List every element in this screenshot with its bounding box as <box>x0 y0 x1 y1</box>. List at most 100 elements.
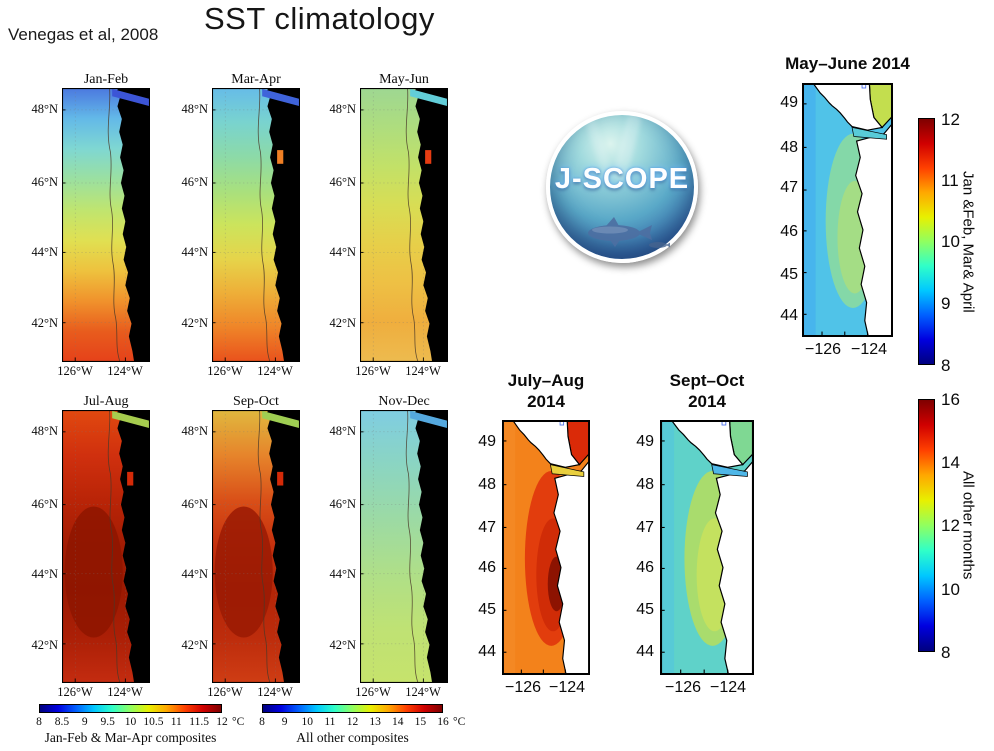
colorbar-unit: °C <box>232 716 245 728</box>
colorbar-gradient <box>39 704 222 713</box>
panel-jan-feb: Jan-Feb 48°N 46°N 44°N 42°N 126°W 124°W <box>20 72 152 378</box>
colorbar-tick: 9 <box>81 716 88 728</box>
forecast-title-line: 2014 <box>688 392 726 411</box>
lat-label: 45 <box>636 601 654 618</box>
forecast-title-line: 2014 <box>527 392 565 411</box>
lon-label: 124°W <box>405 364 441 378</box>
lat-label: 48 <box>478 476 496 493</box>
colorbar-tick: 12 <box>941 516 960 535</box>
panel-title: Sep-Oct <box>233 394 279 409</box>
lat-label: 46°N <box>31 175 58 189</box>
lat-label: 48°N <box>329 102 356 116</box>
lat-label: 46°N <box>181 497 208 511</box>
forecast-panel-may-june: May–June 2014 49 48 47 46 45 44 −126 −12… <box>760 53 940 363</box>
lat-label: 42°N <box>329 316 356 330</box>
colorbar-may-june-2014: 12 11 10 9 8 <box>918 110 988 375</box>
lon-label: 124°W <box>107 364 143 378</box>
lat-label: 48°N <box>181 424 208 438</box>
colorbar-tick: 10 <box>301 716 314 728</box>
fish-icon <box>588 217 670 248</box>
jscope-logo: J-SCOPE <box>546 111 698 263</box>
colorbar-gradient <box>918 118 935 365</box>
colorbar-tick: 16 <box>437 716 449 728</box>
forecast-title: May–June 2014 <box>785 54 910 73</box>
colorbar-all-other-months: 16 14 12 10 8 <box>918 390 988 662</box>
sst-map-nov-dec <box>360 409 449 684</box>
lat-label: 45 <box>780 266 798 283</box>
colorbar-tick: 12 <box>216 716 228 728</box>
lat-label: 46°N <box>329 175 356 189</box>
colorbar-axis-label: Jan &Feb, Mar& April <box>959 170 977 313</box>
lat-label: 46 <box>636 559 654 576</box>
colorbar-tick: 8 <box>36 716 42 728</box>
colorbar-tick: 8 <box>941 643 951 662</box>
lat-label: 46°N <box>181 175 208 189</box>
forecast-title-line: July–Aug <box>507 371 585 390</box>
colorbar-tick: 12 <box>941 110 960 129</box>
sst-map-sep-oct <box>212 409 301 684</box>
lat-label: 44°N <box>329 567 356 581</box>
colorbar-unit: °C <box>453 716 466 728</box>
lat-label: 46 <box>780 223 798 240</box>
panel-title: Jan-Feb <box>83 72 129 87</box>
forecast-map-may-june <box>801 82 894 338</box>
panel-may-jun: May-Jun 48°N 46°N 44°N 42°N 126°W 124°W <box>318 72 450 378</box>
sst-map-may-jun <box>360 87 449 363</box>
lat-label: 44 <box>780 307 798 324</box>
colorbar-tick: 11.5 <box>189 716 209 728</box>
colorbar-tick: 8 <box>941 356 951 375</box>
colorbar-tick: 14 <box>392 716 404 728</box>
forecast-map-july-aug <box>501 419 591 676</box>
forecast-panel-july-aug: July–Aug 2014 49 48 47 46 45 44 −126 −12… <box>458 370 618 710</box>
attribution-text: Venegas et al, 2008 <box>8 25 159 44</box>
colorbar-gradient <box>262 704 443 713</box>
forecast-title-line: Sept–Oct <box>669 371 745 390</box>
lat-label: 48 <box>636 476 654 493</box>
colorbar-tick: 10 <box>124 716 137 728</box>
panel-jul-aug: Jul-Aug 48°N 46°N 44°N 42°N 126°W 124°W <box>20 394 152 700</box>
sst-map-mar-apr <box>212 87 301 363</box>
lon-label: −124 <box>709 679 747 696</box>
lat-label: 42°N <box>329 638 356 652</box>
colorbar-tick: 12 <box>346 716 359 728</box>
colorbar-tick: 8.5 <box>54 716 70 728</box>
lat-label: 44°N <box>31 567 58 581</box>
forecast-panel-sept-oct: Sept–Oct 2014 49 48 47 46 45 44 −126 −12… <box>616 370 781 710</box>
lat-label: 42°N <box>31 638 58 652</box>
page-title: SST climatology <box>204 1 435 36</box>
colorbar-tick: 11 <box>941 171 959 190</box>
lon-label: 126°W <box>355 685 391 699</box>
lon-label: 126°W <box>57 364 93 378</box>
colorbar-tick: 9 <box>281 716 288 728</box>
lat-label: 49 <box>478 433 496 450</box>
lat-label: 42°N <box>181 316 208 330</box>
lon-label: 126°W <box>207 364 243 378</box>
lat-label: 44°N <box>181 245 208 259</box>
lon-label: 126°W <box>57 685 93 699</box>
lon-label: 124°W <box>257 685 293 699</box>
sst-map-jul-aug <box>62 409 151 684</box>
lat-label: 47 <box>478 519 496 536</box>
lat-label: 45 <box>478 601 496 618</box>
lat-label: 44°N <box>181 567 208 581</box>
panel-title: Jul-Aug <box>83 394 129 409</box>
lat-label: 47 <box>636 519 654 536</box>
forecast-map-sept-oct <box>659 419 755 676</box>
lat-label: 42°N <box>31 316 58 330</box>
colorbar-tick: 11 <box>324 716 336 728</box>
colorbar-tick: 10 <box>941 232 960 251</box>
colorbar-jan-apr: 8 8.5 9 9.5 10 10.5 11 11.5 12 °C Jan-Fe… <box>36 704 244 750</box>
colorbar-caption: Jan-Feb & Mar-Apr composites <box>44 730 217 745</box>
lat-label: 46°N <box>329 497 356 511</box>
lon-label: −124 <box>850 341 888 358</box>
panel-title: Mar-Apr <box>231 72 281 87</box>
sst-map-jan-feb <box>62 87 151 363</box>
colorbar-tick: 8 <box>259 716 265 728</box>
lat-label: 47 <box>780 179 798 196</box>
jscope-logo-text: J-SCOPE <box>554 163 690 195</box>
lat-label: 48°N <box>329 424 356 438</box>
lon-label: 124°W <box>107 685 143 699</box>
lon-label: 126°W <box>355 364 391 378</box>
lat-label: 44 <box>478 643 496 660</box>
